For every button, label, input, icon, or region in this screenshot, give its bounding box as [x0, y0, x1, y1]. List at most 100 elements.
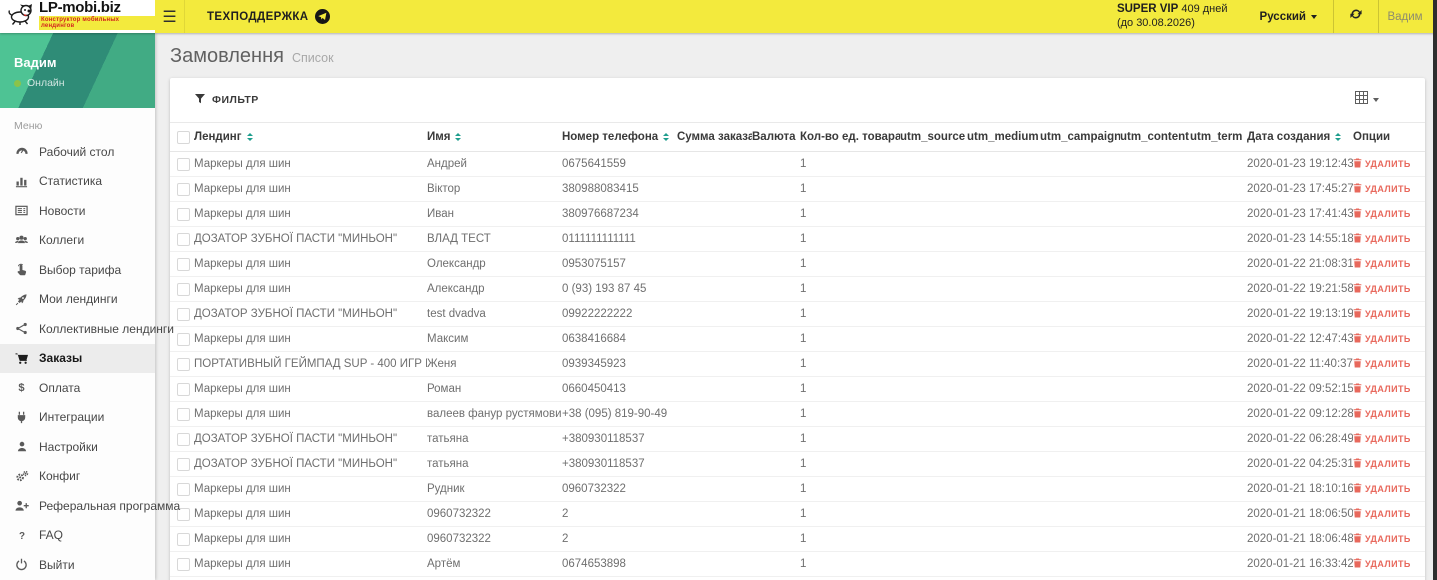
row-checkbox[interactable]: [177, 532, 190, 546]
support-button[interactable]: ТЕХПОДДЕРЖКА: [185, 0, 344, 33]
cell-utm_content: [1120, 351, 1190, 377]
row-checkbox[interactable]: [177, 357, 190, 371]
sidebar-menu: Рабочий стол Статистика Новости Коллеги Выбо…: [0, 137, 180, 580]
delete-order-button[interactable]: УДАЛИТЬ: [1353, 183, 1411, 195]
delete-order-button[interactable]: УДАЛИТЬ: [1353, 358, 1411, 370]
language-selector[interactable]: Русский: [1244, 0, 1333, 33]
app-logo[interactable]: LP-mobi.biz Конструктор мобильных лендин…: [0, 0, 155, 33]
cell-utm_term: [1190, 526, 1247, 552]
delete-order-button[interactable]: УДАЛИТЬ: [1353, 283, 1411, 295]
trash-icon: [1353, 433, 1362, 445]
row-checkbox[interactable]: [177, 407, 190, 421]
cell-utm_campaign: [1040, 351, 1120, 377]
cell-options: УДАЛИТЬ: [1353, 276, 1425, 302]
users-icon: [14, 234, 29, 247]
sidebar-item-settings[interactable]: Настройки: [0, 432, 155, 462]
sidebar-item-news[interactable]: Новости: [0, 196, 155, 226]
row-checkbox[interactable]: [177, 207, 190, 221]
refresh-button[interactable]: [1334, 0, 1378, 33]
cell-utm_campaign: [1040, 401, 1120, 427]
sidebar-item-statistics[interactable]: Статистика: [0, 167, 155, 197]
cell-options: УДАЛИТЬ: [1353, 551, 1425, 577]
column-header-phone[interactable]: Номер телефона: [562, 122, 677, 152]
row-checkbox[interactable]: [177, 182, 190, 196]
row-checkbox[interactable]: [177, 282, 190, 296]
delete-order-button[interactable]: УДАЛИТЬ: [1353, 408, 1411, 420]
delete-order-button[interactable]: УДАЛИТЬ: [1353, 558, 1411, 570]
language-label: Русский: [1259, 10, 1306, 23]
table-row: Маркеры для шин Максим 0638416684 1 2020-01-…: [170, 326, 1425, 352]
cell-qty: 1: [800, 226, 900, 252]
cell-name: Артём: [427, 551, 562, 577]
row-checkbox[interactable]: [177, 232, 190, 246]
cell-qty: 1: [800, 376, 900, 402]
filter-button[interactable]: ФИЛЬТР: [195, 93, 259, 107]
cell-utm_term: [1190, 226, 1247, 252]
column-header-created[interactable]: Дата создания: [1247, 122, 1353, 152]
cell-utm_content: [1120, 251, 1190, 277]
row-checkbox[interactable]: [177, 382, 190, 396]
cell-options: УДАЛИТЬ: [1353, 526, 1425, 552]
table-row: Маркеры для шин Андрей 0675641559 1 2020-01-…: [170, 151, 1425, 177]
delete-order-button[interactable]: УДАЛИТЬ: [1353, 458, 1411, 470]
sidebar-item-logout[interactable]: Выйти: [0, 550, 155, 580]
row-checkbox[interactable]: [177, 457, 190, 471]
sidebar-item-referral[interactable]: Реферальная программа: [0, 491, 180, 521]
row-checkbox[interactable]: [177, 332, 190, 346]
delete-order-button[interactable]: УДАЛИТЬ: [1353, 308, 1411, 320]
cell-name: 0960732322: [427, 501, 562, 527]
sidebar-item-desktop[interactable]: Рабочий стол: [0, 137, 155, 167]
delete-order-button[interactable]: УДАЛИТЬ: [1353, 208, 1411, 220]
cell-utm_medium: [967, 226, 1040, 252]
delete-order-button[interactable]: УДАЛИТЬ: [1353, 483, 1411, 495]
column-label: utm_content: [1120, 131, 1189, 143]
sidebar-item-integrations[interactable]: Интеграции: [0, 403, 155, 433]
column-header-sum: Сумма заказа: [677, 122, 752, 152]
row-checkbox[interactable]: [177, 557, 190, 571]
topbar: LP-mobi.biz Конструктор мобильных лендин…: [0, 0, 1437, 33]
delete-label: УДАЛИТЬ: [1365, 483, 1411, 494]
sidebar-item-faq[interactable]: ? FAQ: [0, 521, 155, 551]
cell-qty: 1: [800, 551, 900, 577]
sidebar-item-collective-landings[interactable]: Коллективные лендинги: [0, 314, 174, 344]
cell-utm_medium: [967, 426, 1040, 452]
cell-currency: [752, 151, 800, 177]
row-checkbox[interactable]: [177, 507, 190, 521]
topbar-divider: [1378, 0, 1379, 33]
row-checkbox[interactable]: [177, 307, 190, 321]
sidebar-item-config[interactable]: Конфиг: [0, 462, 155, 492]
delete-order-button[interactable]: УДАЛИТЬ: [1353, 433, 1411, 445]
select-all-checkbox[interactable]: [177, 130, 190, 144]
delete-order-button[interactable]: УДАЛИТЬ: [1353, 158, 1411, 170]
row-checkbox[interactable]: [177, 157, 190, 171]
sidebar-item-colleagues[interactable]: Коллеги: [0, 226, 155, 256]
sidebar-item-orders[interactable]: Заказы: [0, 343, 155, 373]
sidebar-item-tariff[interactable]: Выбор тарифа: [0, 255, 155, 285]
delete-order-button[interactable]: УДАЛИТЬ: [1353, 383, 1411, 395]
cell-sum: [677, 301, 752, 327]
cell-utm_source: [900, 526, 967, 552]
delete-order-button[interactable]: УДАЛИТЬ: [1353, 533, 1411, 545]
delete-order-button[interactable]: УДАЛИТЬ: [1353, 508, 1411, 520]
window-scrollbar[interactable]: [1433, 0, 1437, 580]
columns-visibility-button[interactable]: [1355, 91, 1379, 109]
column-header-utm_medium: utm_medium: [967, 122, 1040, 152]
cell-utm_source: [900, 276, 967, 302]
row-checkbox[interactable]: [177, 257, 190, 271]
delete-order-button[interactable]: УДАЛИТЬ: [1353, 258, 1411, 270]
cell-utm_term: [1190, 276, 1247, 302]
column-header-name[interactable]: Имя: [427, 122, 562, 152]
topbar-user-menu[interactable]: Вадим: [1379, 0, 1437, 33]
cell-utm_campaign: [1040, 251, 1120, 277]
hamburger-menu-icon[interactable]: ☰: [155, 0, 185, 33]
cell-currency: [752, 301, 800, 327]
delete-order-button[interactable]: УДАЛИТЬ: [1353, 333, 1411, 345]
column-header-landing[interactable]: Лендинг: [194, 122, 427, 152]
sidebar-item-my-landings[interactable]: Мои лендинги: [0, 285, 155, 315]
cell-qty: 1: [800, 426, 900, 452]
row-checkbox[interactable]: [177, 482, 190, 496]
row-checkbox[interactable]: [177, 432, 190, 446]
column-label: utm_campaign: [1040, 131, 1120, 143]
delete-order-button[interactable]: УДАЛИТЬ: [1353, 233, 1411, 245]
sidebar-item-payment[interactable]: $ Оплата: [0, 373, 155, 403]
